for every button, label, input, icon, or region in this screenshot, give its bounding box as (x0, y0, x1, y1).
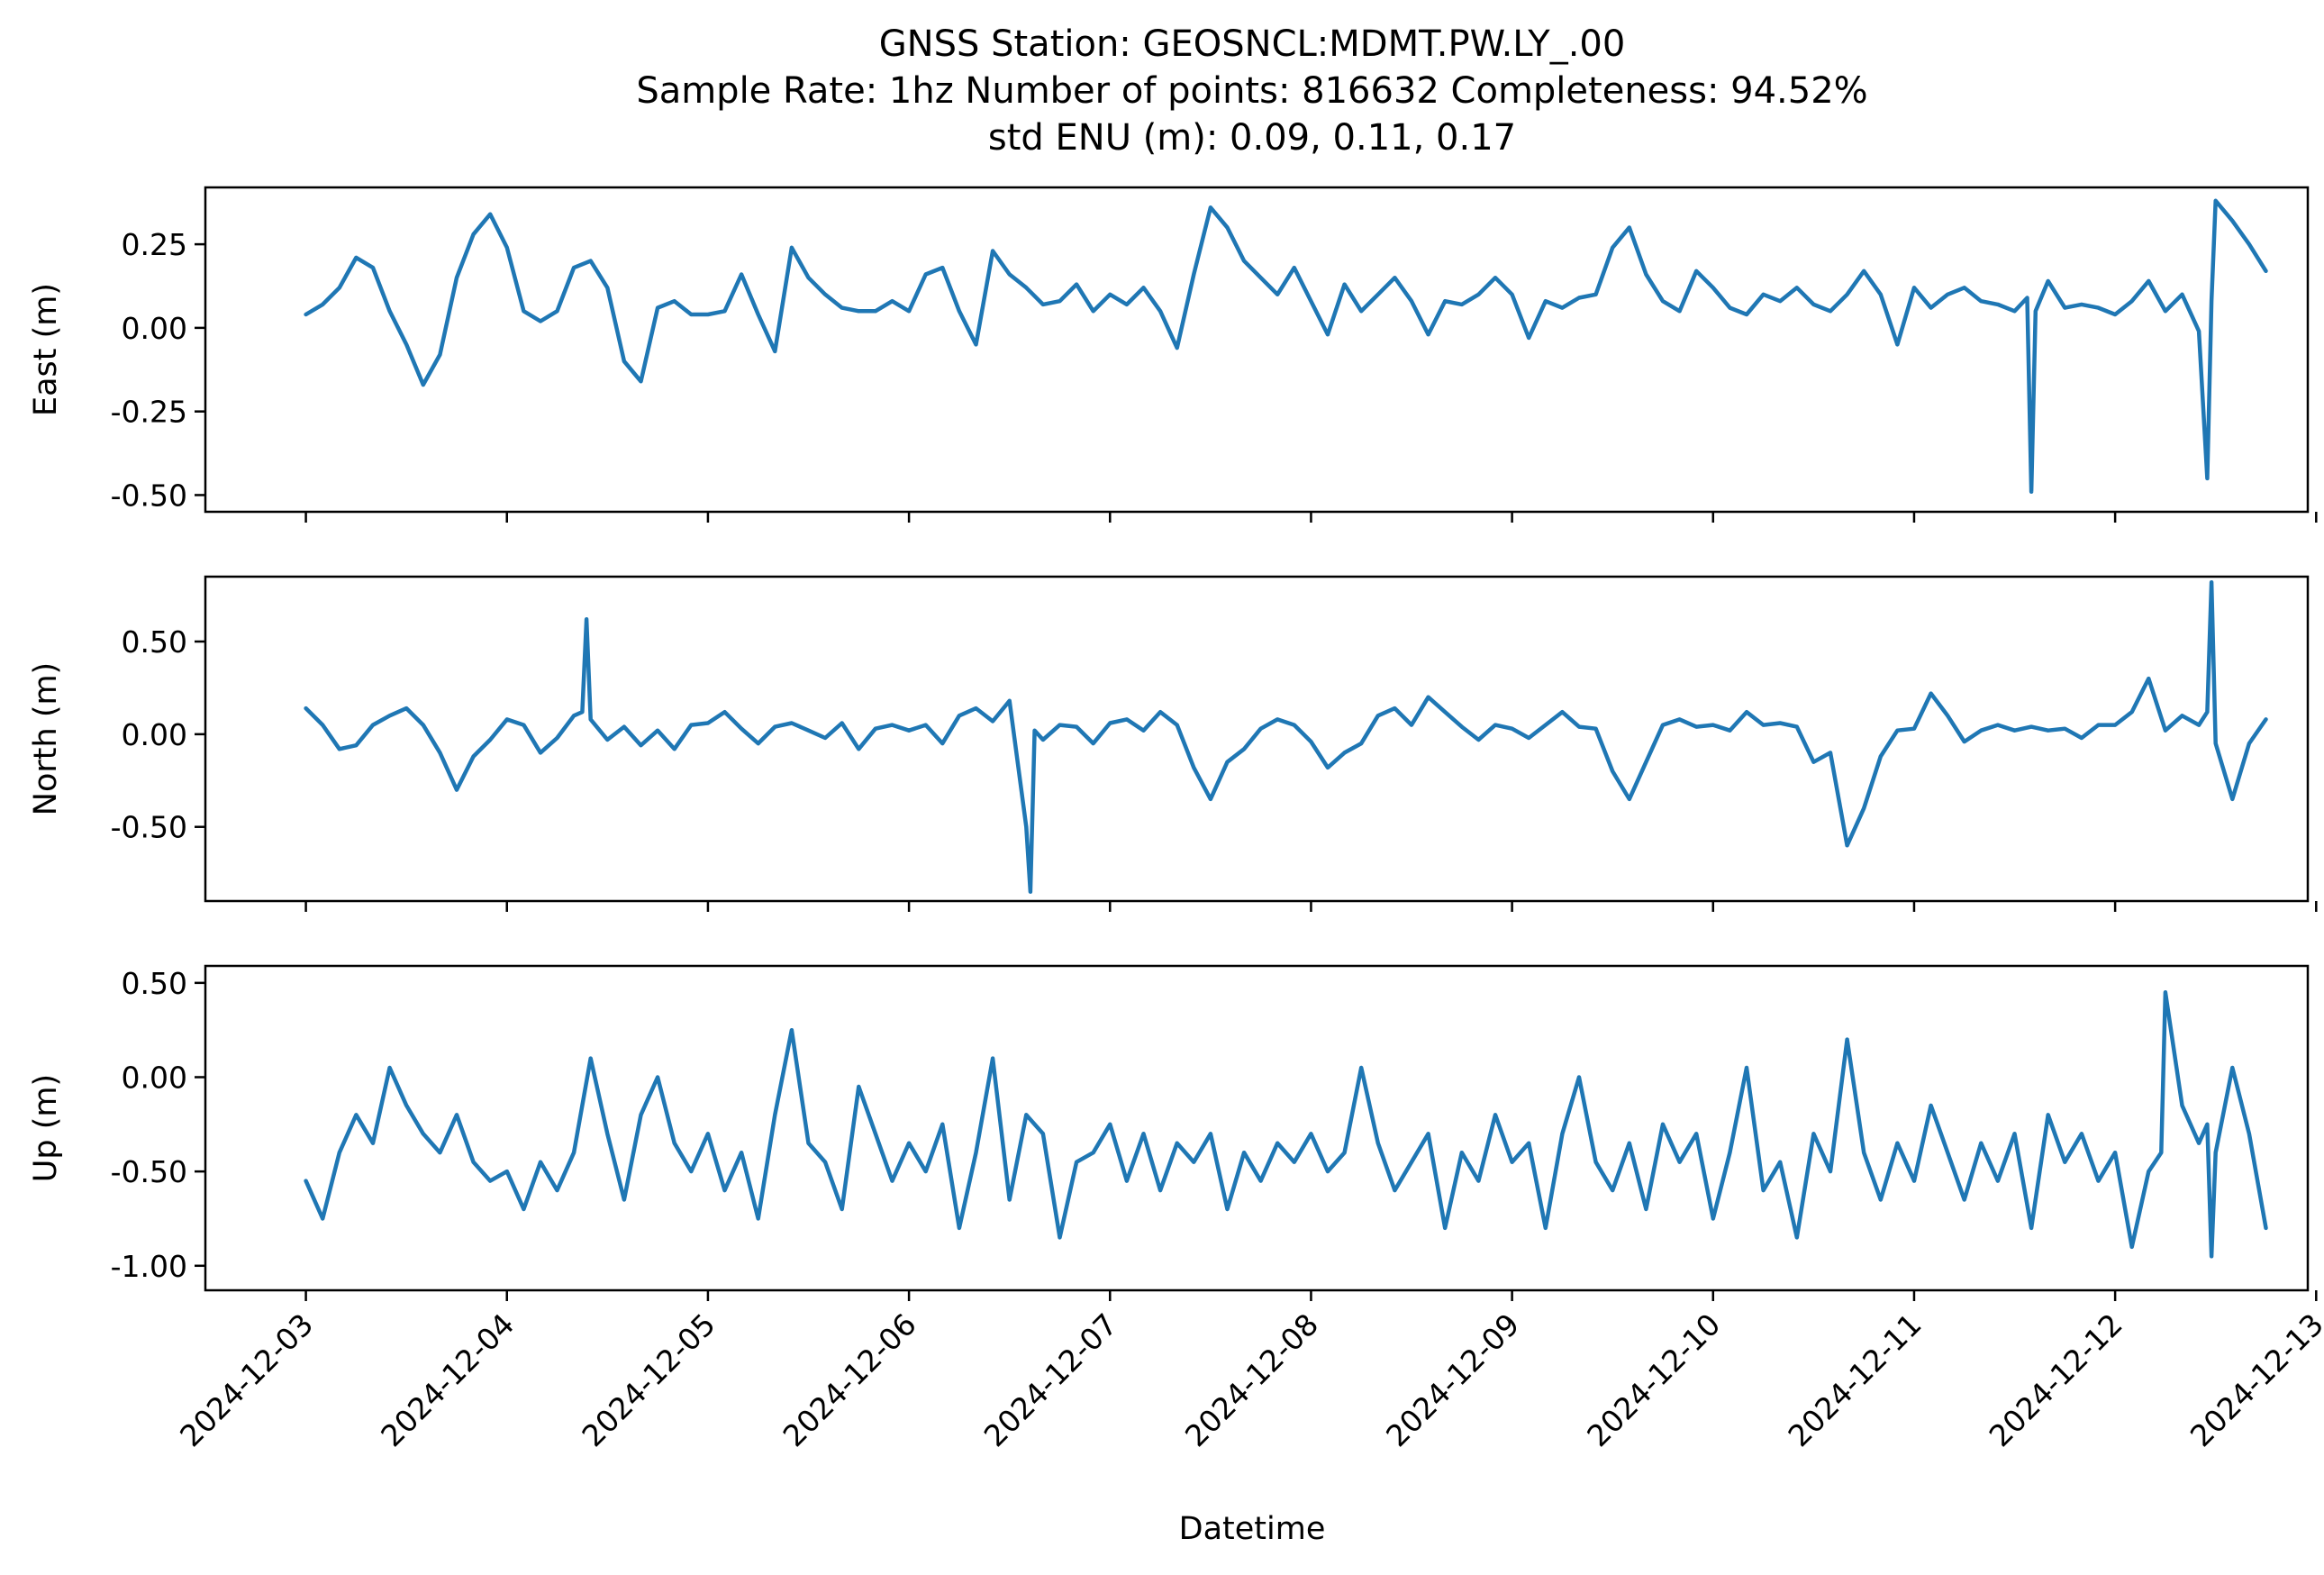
north-y-tick-label: 0.50 (122, 624, 187, 660)
east-panel: 0.25 0.00 -0.25 -0.50 East (m) (28, 186, 2318, 523)
north-axes-frame (204, 575, 2310, 903)
east-y-axis-label: East (m) (28, 283, 64, 416)
east-y-tick-label: 0.00 (122, 311, 187, 346)
north-panel: 0.50 0.00 -0.50 North (m) (28, 575, 2318, 912)
east-y-tick-label: -0.50 (111, 478, 187, 513)
up-y-tick-label: 0.50 (122, 966, 187, 1001)
up-axes-frame (204, 964, 2310, 1292)
up-y-tick-label: -1.00 (111, 1249, 187, 1284)
east-series-line (304, 198, 2268, 494)
east-y-tick-label: -0.25 (111, 395, 187, 430)
north-y-tick-label: 0.00 (122, 717, 187, 752)
title-line-std-enu: std ENU (m): 0.09, 0.11, 0.17 (988, 117, 1516, 159)
north-series-line (304, 579, 2268, 894)
title-line-station: GNSS Station: GEOSNCL:MDMT.PW.LY_.00 (879, 23, 1626, 65)
figure-title: GNSS Station: GEOSNCL:MDMT.PW.LY_.00 Sam… (636, 23, 1867, 159)
east-y-tick-label: 0.25 (122, 227, 187, 262)
north-y-tick-label: -0.50 (111, 810, 187, 845)
x-axis-label: Datetime (1179, 1511, 1326, 1547)
east-axes-frame (204, 186, 2310, 514)
up-series-line (304, 990, 2268, 1259)
up-y-axis-label: Up (m) (28, 1074, 64, 1182)
title-line-sample-info: Sample Rate: 1hz Number of points: 81663… (636, 70, 1867, 112)
up-y-tick-label: 0.00 (122, 1060, 187, 1095)
north-y-axis-label: North (m) (28, 662, 64, 815)
up-y-tick-label: -0.50 (111, 1154, 187, 1189)
